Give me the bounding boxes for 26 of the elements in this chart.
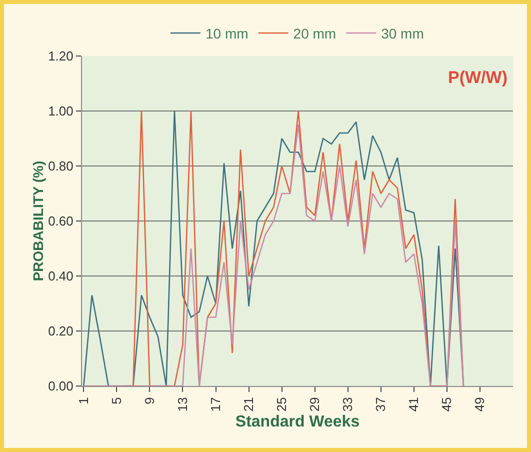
y-axis-title: PROBABILITY (%) [30, 160, 46, 282]
y-tick-label: 0.00 [48, 378, 74, 394]
x-tick-label: 13 [174, 397, 190, 412]
x-tick-label: 41 [406, 397, 422, 412]
x-tick-label: 25 [274, 397, 290, 412]
x-tick-label: 29 [307, 397, 322, 412]
y-tick-label: 1.20 [48, 48, 74, 64]
legend-label: 30 mm [381, 25, 424, 42]
annotation: P(W/W) [448, 68, 508, 87]
y-tick-label: 1.00 [48, 104, 74, 119]
y-tick-label: 0.40 [48, 268, 74, 284]
x-tick-label: 17 [208, 397, 223, 412]
legend-label: 10 mm [206, 25, 248, 42]
y-tick-label: 0.80 [48, 158, 74, 174]
x-tick-label: 1 [76, 397, 91, 404]
y-tick-label: 0.20 [48, 324, 74, 339]
x-tick-label: 37 [373, 397, 388, 412]
x-tick-label: 49 [472, 397, 488, 412]
y-tick-label: 0.60 [48, 214, 74, 229]
x-tick-label: 45 [439, 397, 454, 412]
legend-label: 20 mm [293, 25, 336, 42]
x-tick-label: 5 [108, 397, 124, 404]
x-tick-label: 33 [340, 397, 356, 412]
x-tick-label: 9 [142, 397, 157, 404]
x-tick-label: 21 [241, 397, 256, 412]
x-axis-title: Standard Weeks [235, 413, 360, 430]
